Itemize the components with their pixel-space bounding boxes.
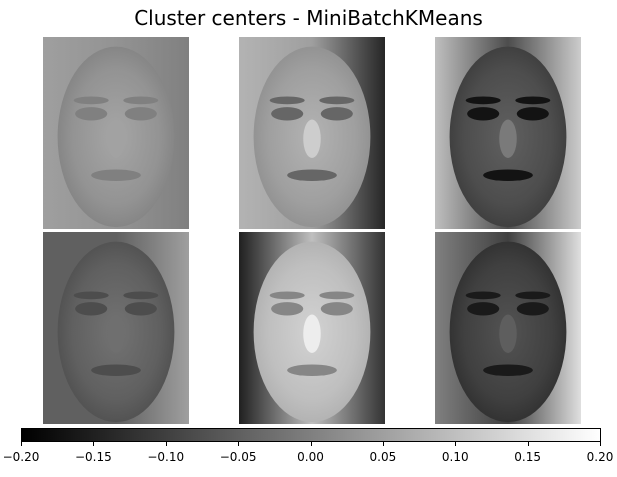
colorbar-tick	[21, 442, 22, 446]
colorbar-tick-label: −0.15	[74, 450, 112, 464]
colorbar-tick	[238, 442, 240, 446]
face-image	[239, 232, 385, 424]
colorbar-tick	[455, 442, 457, 446]
colorbar-tick-label: −0.10	[147, 450, 185, 464]
cluster-center-4	[43, 232, 189, 424]
cluster-center-5	[239, 232, 385, 424]
colorbar-tick	[527, 442, 529, 446]
face-image	[43, 232, 189, 424]
colorbar-tick-label: 0.20	[586, 450, 614, 464]
colorbar-tick-label: 0.05	[369, 450, 397, 464]
chart-title: Cluster centers - MiniBatchKMeans	[134, 6, 483, 30]
colorbar-tick-label: 0.10	[441, 450, 469, 464]
face-image	[435, 232, 581, 424]
cluster-center-1	[43, 37, 189, 229]
colorbar-tick	[600, 442, 601, 446]
colorbar-axis: −0.20 −0.15 −0.10 −0.05 0.00 0.05 0.10 0.15 0.20	[3, 442, 613, 472]
colorbar-tick-label: 0.00	[297, 450, 324, 464]
colorbar	[21, 428, 601, 442]
face-image	[435, 37, 581, 229]
cluster-center-3	[435, 37, 581, 229]
colorbar-tick-label: −0.05	[219, 450, 257, 464]
cluster-center-6	[435, 232, 581, 424]
colorbar-tick-label: −0.20	[2, 450, 40, 464]
colorbar-tick	[310, 442, 312, 446]
face-image	[43, 37, 189, 229]
colorbar-tick-label: 0.15	[514, 450, 541, 464]
face-image	[239, 37, 385, 229]
colorbar-tick	[165, 442, 167, 446]
colorbar-tick	[382, 442, 384, 446]
colorbar-tick	[93, 442, 95, 446]
cluster-center-2	[239, 37, 385, 229]
